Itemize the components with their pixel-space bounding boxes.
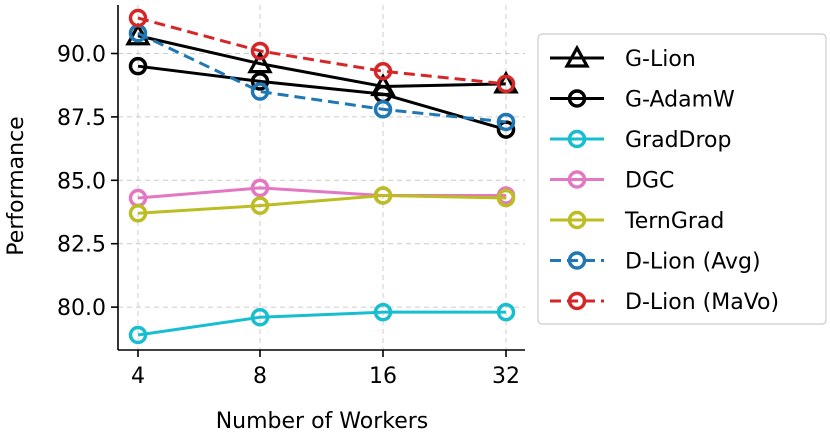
legend-frame (537, 33, 827, 325)
legend-swatch-marker (567, 89, 587, 108)
legend-item: GradDrop (550, 128, 731, 153)
legend-item: G-AdamW (550, 88, 735, 113)
x-tick-label: 32 (492, 364, 520, 389)
data-point (250, 178, 270, 198)
data-point (250, 41, 270, 61)
data-point (128, 204, 148, 223)
series-line (137, 194, 507, 215)
series-line (137, 64, 507, 132)
legend-label: G-AdamW (625, 88, 735, 113)
tick-labels: 4 8 16 32 80.0 82.5 85.0 87.5 90.0 (57, 43, 520, 389)
legend-swatch-marker (567, 170, 587, 189)
y-tick-label: 82.5 (57, 233, 106, 258)
data-point (250, 82, 270, 101)
legend-label: D-Lion (Avg) (625, 250, 761, 275)
legend-item: G-Lion (550, 44, 696, 72)
data-point (128, 56, 148, 76)
data-point (373, 186, 393, 205)
y-tick-label: 87.5 (57, 106, 106, 131)
legend: G-Lion G-AdamW GradDrop DGC TernGrad D-Lion (… (537, 33, 827, 325)
series-line (137, 31, 507, 124)
y-tick-label: 90.0 (57, 43, 106, 68)
data-point (128, 8, 148, 28)
legend-item: TernGrad (550, 209, 724, 234)
series-line (137, 16, 507, 86)
data-point (496, 74, 516, 94)
series-line (137, 310, 506, 337)
x-tick-label: 4 (131, 364, 145, 389)
data-point (247, 50, 273, 74)
legend-label: G-Lion (625, 47, 696, 72)
legend-label: TernGrad (624, 209, 724, 234)
grid-lines (118, 5, 525, 350)
data-point (373, 100, 393, 119)
data-point (496, 120, 516, 139)
legend-item: D-Lion (MaVo) (550, 290, 779, 315)
legend-label: DGC (625, 169, 674, 194)
y-tick-label: 80.0 (57, 296, 106, 321)
legend-label: D-Lion (MaVo) (625, 290, 779, 315)
legend-swatch-marker (564, 44, 590, 68)
legend-swatch-marker (567, 129, 587, 149)
data-point (496, 112, 516, 132)
x-tick-label: 16 (369, 364, 397, 389)
series-g-adamw (128, 56, 516, 139)
legend-swatch-marker (567, 210, 587, 230)
data-point (250, 307, 270, 327)
data-point (250, 196, 270, 215)
x-axis-label: Number of Workers (216, 409, 429, 434)
legend-item: D-Lion (Avg) (550, 250, 761, 275)
series-line (137, 34, 507, 88)
series-d-lion-mavo (128, 8, 516, 94)
series-terngrad (128, 186, 516, 223)
legend-label: GradDrop (625, 128, 731, 153)
data-point (373, 62, 393, 81)
series-graddrop (128, 302, 516, 345)
axes (111, 5, 525, 357)
data-point (373, 302, 393, 322)
y-tick-label: 85.0 (57, 169, 106, 194)
legend-item: DGC (550, 169, 674, 194)
data-point (496, 188, 516, 208)
y-axis-label: Performance (4, 116, 29, 255)
legend-swatch-marker (567, 251, 587, 270)
data-point (250, 72, 270, 91)
legend-swatch-marker (567, 291, 587, 311)
x-tick-label: 8 (253, 364, 267, 389)
data-point (496, 302, 516, 322)
data-point (128, 325, 148, 345)
series-lines (125, 8, 519, 345)
